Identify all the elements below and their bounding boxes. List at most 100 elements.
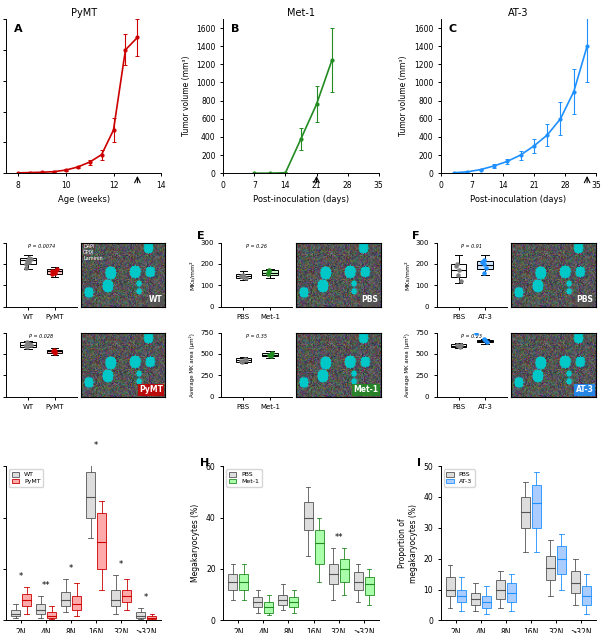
Bar (22, 594, 31, 606)
Point (22, 337, 31, 347)
Point (49, 347, 58, 357)
Y-axis label: Average MK area (µm²): Average MK area (µm²) (188, 333, 194, 397)
Point (264, 265, 274, 275)
Text: B: B (231, 23, 240, 34)
Point (241, 355, 250, 365)
Title: AT-3: AT-3 (508, 8, 529, 18)
Text: WT: WT (149, 295, 163, 304)
Point (266, 349, 276, 359)
Bar (61, 592, 70, 606)
Text: *: * (19, 572, 23, 581)
Point (236, 271, 246, 281)
Bar (532, 485, 541, 528)
Point (22, 341, 31, 351)
Text: H: H (200, 458, 209, 468)
Text: E: E (196, 231, 204, 241)
Bar (36, 604, 45, 614)
Text: **: ** (42, 580, 51, 589)
Text: PBS: PBS (361, 295, 378, 304)
Point (24, 257, 34, 267)
Text: Met-1: Met-1 (353, 385, 378, 394)
Y-axis label: MKs/mm²: MKs/mm² (189, 260, 194, 289)
Point (25, 339, 35, 349)
Point (452, 339, 462, 349)
Bar (86, 472, 95, 518)
Bar (279, 594, 288, 605)
Text: P = 0.26: P = 0.26 (246, 244, 267, 249)
Point (267, 348, 276, 358)
Bar (471, 592, 480, 605)
Text: P = 0.0074: P = 0.0074 (28, 244, 55, 249)
Point (22, 342, 32, 352)
Point (49, 344, 59, 354)
Bar (264, 603, 273, 613)
Point (240, 354, 249, 364)
Bar (147, 617, 157, 619)
Point (22, 263, 31, 273)
Point (51, 268, 60, 278)
Point (477, 257, 487, 267)
Point (452, 261, 461, 271)
PathPatch shape (451, 264, 467, 277)
PathPatch shape (20, 342, 36, 347)
Bar (47, 612, 56, 618)
Point (480, 335, 489, 345)
Point (264, 268, 273, 279)
Point (456, 341, 466, 351)
Text: DAPI
GPIX
Laminin: DAPI GPIX Laminin (83, 244, 103, 261)
Point (238, 270, 248, 280)
Bar (253, 597, 262, 608)
Title: Met-1: Met-1 (287, 8, 315, 18)
Bar (365, 577, 374, 594)
Point (479, 259, 489, 269)
Point (453, 270, 463, 280)
Y-axis label: Proportion of
megakaryocytes (%): Proportion of megakaryocytes (%) (399, 504, 418, 583)
PathPatch shape (235, 358, 251, 361)
Text: PBS: PBS (577, 295, 594, 304)
Point (25, 253, 34, 263)
Text: PyMT: PyMT (139, 385, 163, 394)
PathPatch shape (262, 270, 278, 275)
Point (52, 264, 61, 274)
Text: P = 0.23: P = 0.23 (461, 334, 482, 339)
Bar (329, 564, 338, 584)
Point (264, 268, 273, 278)
Bar (557, 546, 566, 574)
Point (479, 334, 489, 344)
Point (482, 337, 492, 347)
PathPatch shape (235, 273, 251, 278)
Bar (228, 574, 237, 589)
Text: *: * (144, 593, 148, 602)
X-axis label: Post-inoculation (days): Post-inoculation (days) (470, 196, 566, 204)
Point (26, 341, 36, 351)
Point (22, 259, 31, 269)
Bar (496, 580, 505, 599)
Text: *: * (69, 564, 73, 573)
Bar (482, 596, 491, 608)
Text: *: * (119, 560, 123, 569)
Point (51, 265, 61, 275)
Bar (97, 513, 106, 569)
Point (454, 265, 464, 275)
Point (456, 276, 466, 286)
Point (471, 327, 481, 337)
PathPatch shape (477, 340, 493, 342)
Bar (521, 497, 530, 528)
Text: C: C (448, 23, 456, 34)
Text: P = 0.35: P = 0.35 (246, 334, 267, 339)
Point (236, 356, 246, 366)
Y-axis label: Megakaryocytes (%): Megakaryocytes (%) (191, 504, 200, 582)
Bar (136, 612, 145, 618)
Text: AT-3: AT-3 (576, 385, 594, 394)
PathPatch shape (262, 353, 278, 356)
Point (48, 346, 58, 356)
PathPatch shape (451, 344, 467, 347)
Text: I: I (417, 458, 421, 468)
Text: F: F (412, 231, 419, 241)
PathPatch shape (477, 261, 493, 269)
Text: A: A (14, 23, 22, 34)
Point (455, 342, 465, 352)
Point (266, 351, 276, 361)
Bar (582, 586, 591, 605)
PathPatch shape (47, 349, 63, 353)
